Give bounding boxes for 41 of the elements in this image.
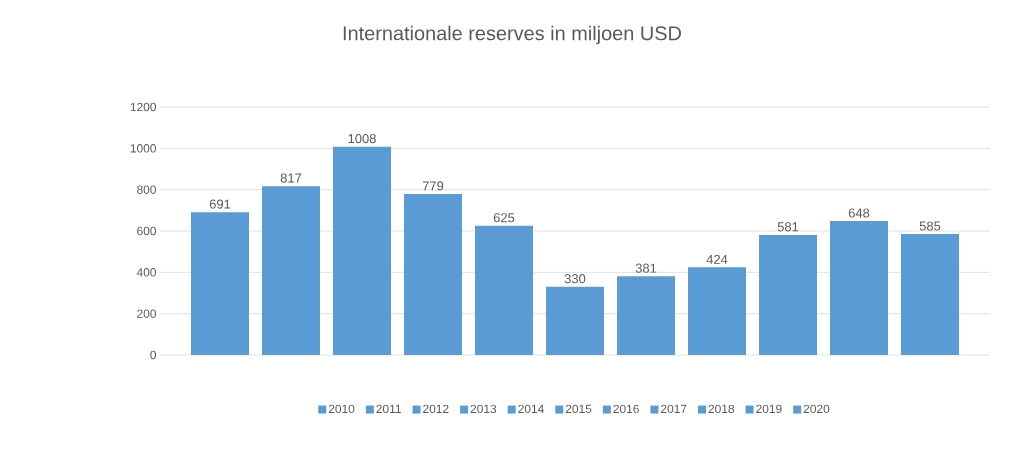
chart-title: Internationale reserves in miljoen USD [343, 25, 681, 45]
data-label: 779 [422, 181, 444, 191]
y-tick-label: 400 [136, 268, 157, 277]
bar [546, 286, 605, 355]
legend-label: 2011 [376, 404, 401, 414]
y-tick-label: 1000 [130, 144, 157, 153]
bar [901, 234, 960, 355]
y-tick-label: 800 [137, 185, 157, 194]
data-label: 381 [635, 263, 657, 273]
bar [830, 221, 889, 355]
data-label: 581 [777, 222, 799, 232]
data-label: 585 [919, 221, 941, 231]
y-tick-label: 1200 [130, 102, 157, 112]
legend-label: 2012 [423, 404, 449, 414]
y-tick-label: 600 [137, 226, 157, 236]
legend-label: 2019 [756, 404, 782, 414]
legend-label: 2017 [661, 404, 687, 414]
bar [191, 212, 249, 355]
bar [404, 194, 463, 355]
legend-label: 2018 [708, 404, 735, 414]
data-label: 330 [564, 274, 586, 284]
bar [617, 276, 676, 355]
data-label: 817 [280, 173, 302, 183]
bar [262, 186, 320, 355]
data-label: 424 [706, 254, 728, 264]
bar [688, 267, 747, 355]
bar [759, 234, 818, 355]
data-label: 691 [209, 199, 231, 209]
bar [475, 225, 534, 355]
legend-label: 2020 [803, 404, 830, 414]
legend-label: 2016 [613, 404, 639, 414]
data-label: 1008 [348, 133, 376, 144]
bar [333, 146, 392, 355]
legend-label: 2014 [518, 404, 544, 414]
y-tick-label: 0 [150, 350, 157, 360]
data-label: 648 [848, 208, 870, 218]
data-label: 625 [493, 213, 515, 223]
legend-label: 2015 [565, 404, 592, 414]
y-tick-label: 200 [137, 309, 157, 318]
legend-label: 2010 [328, 404, 355, 414]
legend-label: 2013 [470, 404, 497, 414]
